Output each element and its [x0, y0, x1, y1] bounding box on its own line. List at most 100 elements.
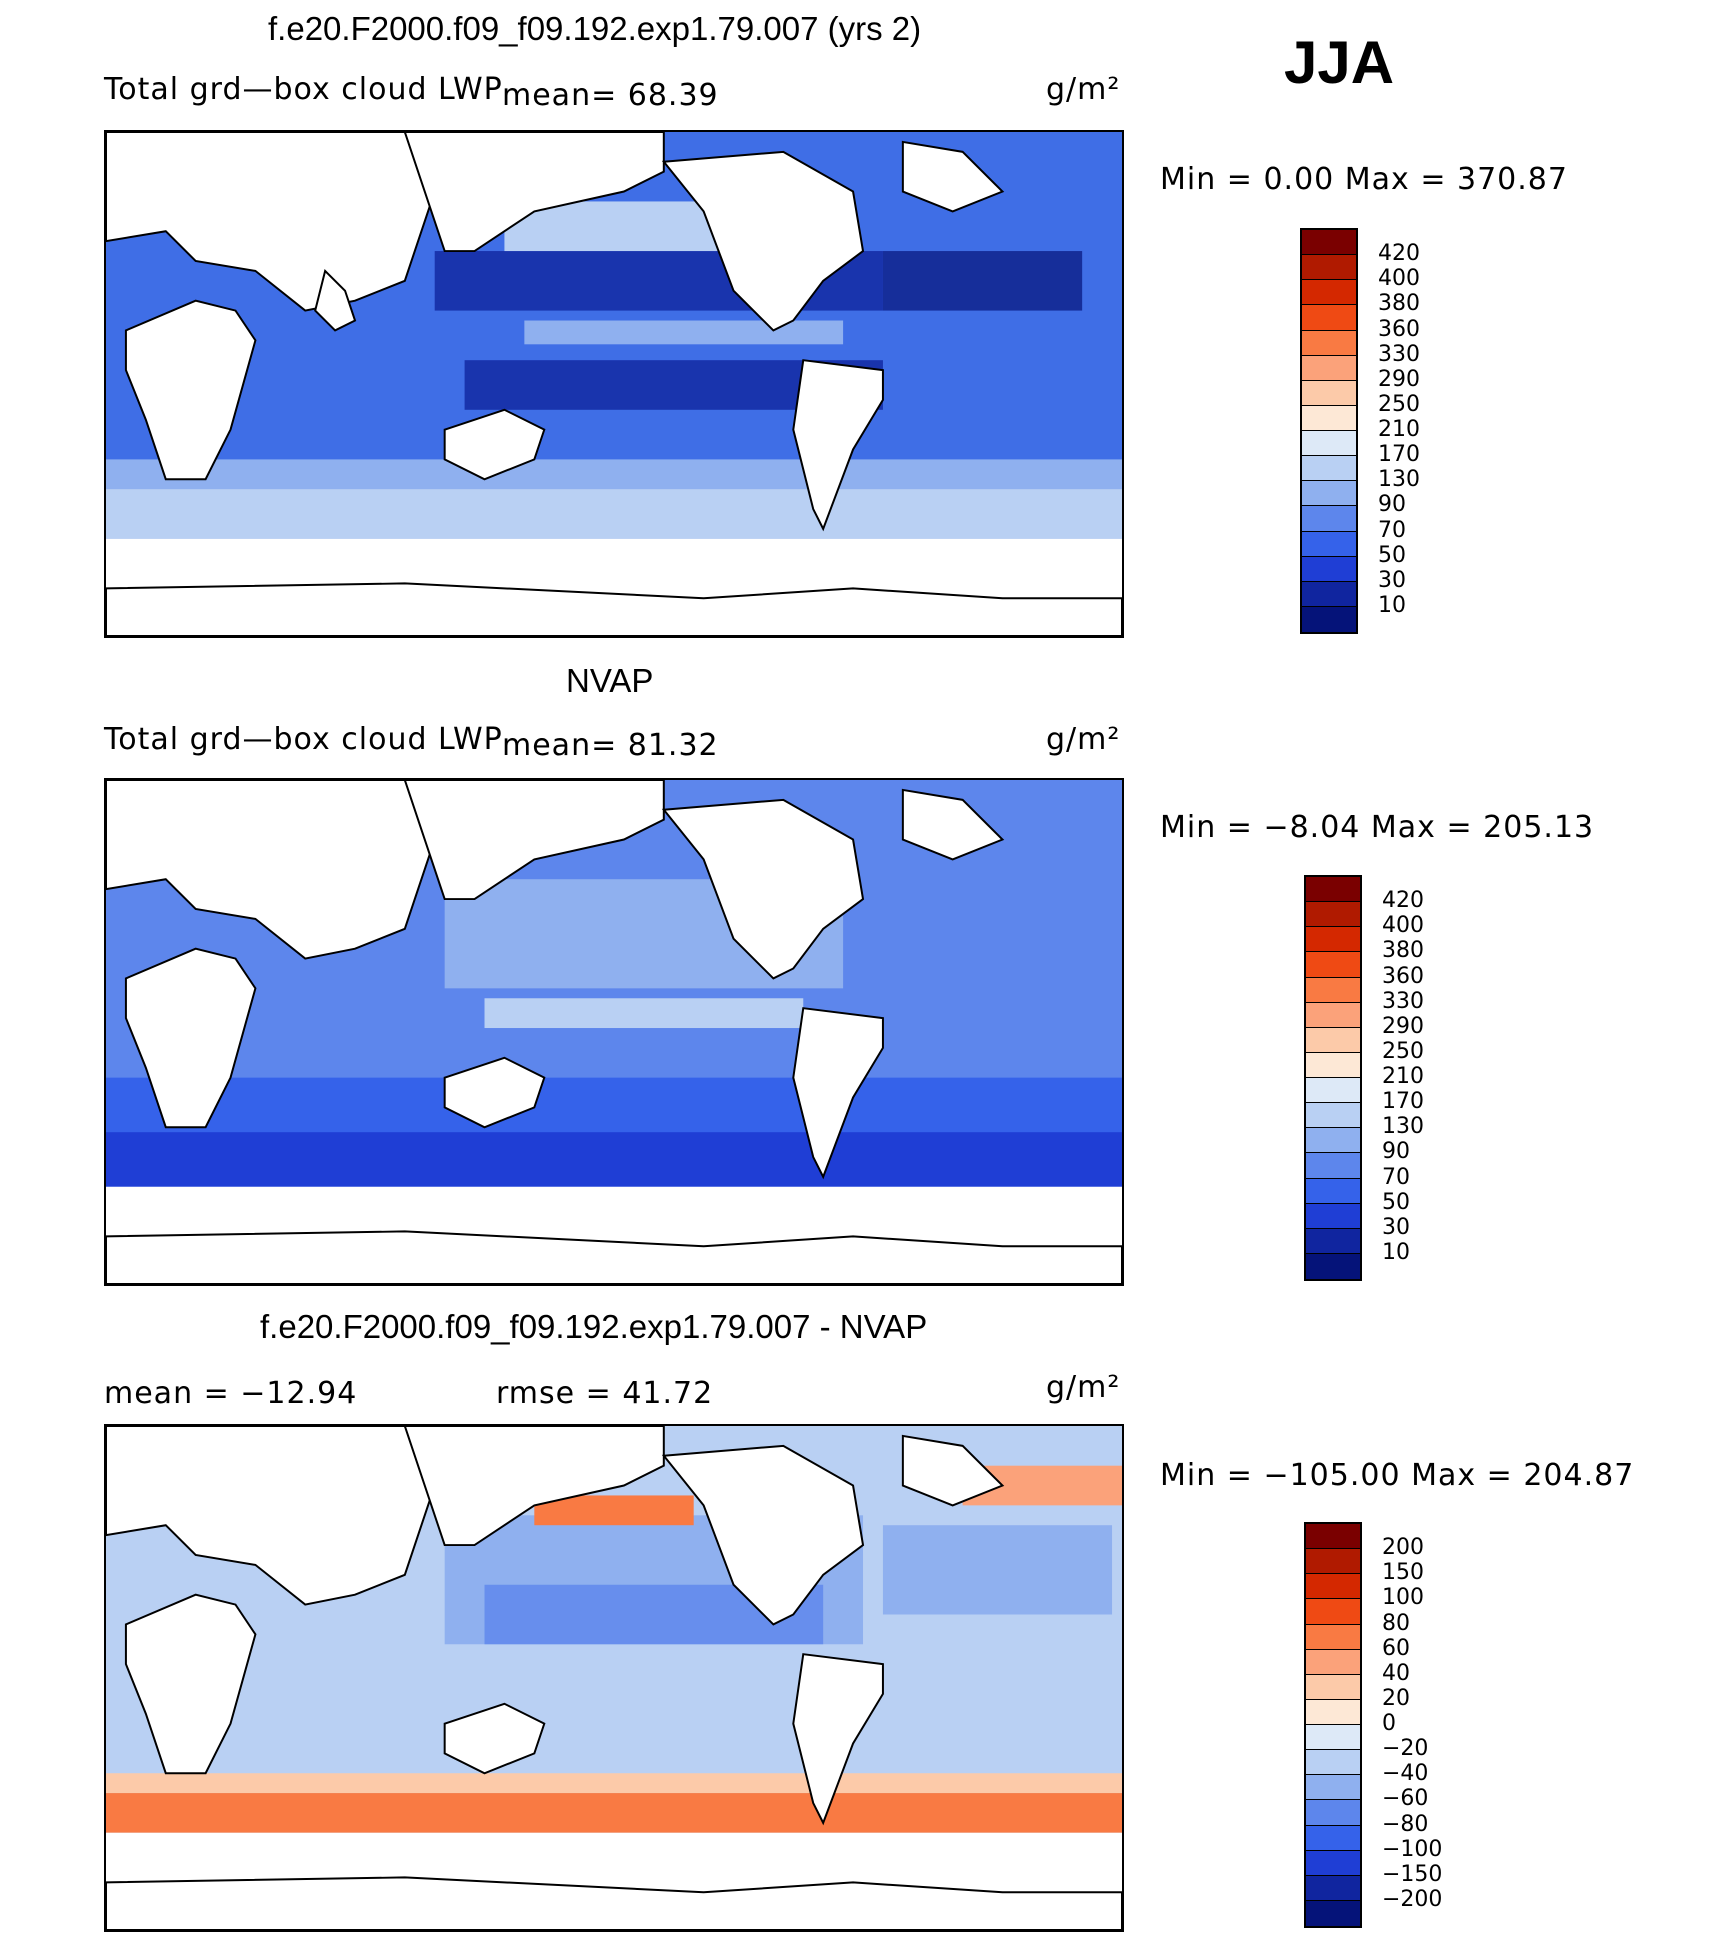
colorbar-swatch — [1302, 330, 1356, 356]
colorbar-label: 50 — [1378, 542, 1406, 568]
colorbar-label: 290 — [1382, 1013, 1424, 1039]
panel-3-map — [104, 1424, 1124, 1932]
colorbar-label: 130 — [1378, 467, 1420, 493]
panel-1-mean: mean= 68.39 — [502, 78, 719, 113]
colorbar-label: 130 — [1382, 1114, 1424, 1140]
colorbar-label: 380 — [1378, 291, 1420, 317]
colorbar-label: −80 — [1382, 1811, 1429, 1837]
colorbar-swatch — [1306, 1574, 1360, 1600]
colorbar-swatch — [1302, 456, 1356, 482]
panel-3-rmse: rmse = 41.72 — [496, 1376, 714, 1411]
colorbar-swatch — [1306, 1253, 1360, 1279]
colorbar-label: −60 — [1382, 1786, 1429, 1812]
colorbar-label: 10 — [1382, 1239, 1410, 1265]
colorbar-swatch — [1306, 1850, 1360, 1876]
colorbar-swatch — [1306, 1203, 1360, 1229]
colorbar-swatch — [1302, 481, 1356, 507]
panel-1-variable: Total grd—box cloud LWP — [104, 72, 503, 107]
colorbar-label: 80 — [1382, 1610, 1410, 1636]
colorbar-label: 330 — [1378, 341, 1420, 367]
colorbar-label: 100 — [1382, 1585, 1424, 1611]
panel-3-colorbar — [1304, 1522, 1362, 1928]
colorbar-swatch — [1306, 1078, 1360, 1104]
colorbar-label: 400 — [1378, 266, 1420, 292]
colorbar-swatch — [1306, 902, 1360, 928]
colorbar-swatch — [1302, 305, 1356, 331]
colorbar-swatch — [1306, 1674, 1360, 1700]
colorbar-label: 250 — [1382, 1038, 1424, 1064]
colorbar-label: −200 — [1382, 1886, 1443, 1912]
panel-2-minmax: Min = −8.04 Max = 205.13 — [1160, 810, 1595, 845]
colorbar-swatch — [1306, 1549, 1360, 1575]
colorbar-swatch — [1302, 355, 1356, 381]
panel-3-units: g/m² — [1046, 1370, 1121, 1405]
panel-1-title: f.e20.F2000.f09_f09.192.exp1.79.007 (yrs… — [268, 10, 922, 47]
colorbar-swatch — [1306, 1624, 1360, 1650]
colorbar-label: 30 — [1382, 1214, 1410, 1240]
colorbar-swatch — [1302, 531, 1356, 557]
colorbar-label: 400 — [1382, 913, 1424, 939]
panel-2-variable: Total grd—box cloud LWP — [104, 722, 503, 757]
colorbar-label: 210 — [1382, 1064, 1424, 1089]
colorbar-label: 70 — [1382, 1164, 1410, 1190]
colorbar-label: 360 — [1378, 316, 1420, 342]
colorbar-label: 20 — [1382, 1685, 1410, 1711]
colorbar-label: 60 — [1382, 1635, 1410, 1661]
season-label: JJA — [1284, 29, 1395, 96]
panel-2-title: NVAP — [566, 662, 654, 699]
colorbar-swatch — [1302, 280, 1356, 306]
panel-2-colorbar — [1304, 875, 1362, 1281]
panel-2-map-svg — [106, 780, 1122, 1284]
colorbar-swatch — [1302, 230, 1356, 256]
colorbar-swatch — [1302, 506, 1356, 532]
colorbar-swatch — [1302, 606, 1356, 632]
colorbar-label: 0 — [1382, 1711, 1396, 1736]
colorbar-label: 40 — [1382, 1660, 1410, 1686]
colorbar-label: 210 — [1378, 417, 1420, 442]
colorbar-label: −40 — [1382, 1761, 1429, 1787]
colorbar-swatch — [1306, 1524, 1360, 1550]
colorbar-label: 360 — [1382, 963, 1424, 989]
panel-1-map — [104, 130, 1124, 638]
colorbar-swatch — [1302, 405, 1356, 431]
colorbar-swatch — [1306, 1725, 1360, 1751]
colorbar-swatch — [1306, 977, 1360, 1003]
colorbar-swatch — [1302, 581, 1356, 607]
panel-1-map-svg — [106, 132, 1122, 636]
panel-1-minmax: Min = 0.00 Max = 370.87 — [1160, 162, 1568, 197]
colorbar-swatch — [1306, 1875, 1360, 1901]
colorbar-label: 10 — [1378, 592, 1406, 618]
colorbar-swatch — [1306, 927, 1360, 953]
colorbar-label: 200 — [1382, 1535, 1424, 1561]
colorbar-swatch — [1306, 1750, 1360, 1776]
colorbar-swatch — [1306, 1027, 1360, 1053]
colorbar-swatch — [1306, 1649, 1360, 1675]
panel-3-title: f.e20.F2000.f09_f09.192.exp1.79.007 - NV… — [260, 1308, 928, 1345]
colorbar-swatch — [1306, 1128, 1360, 1154]
colorbar-swatch — [1306, 1103, 1360, 1129]
panel-2-mean: mean= 81.32 — [502, 728, 719, 763]
colorbar-swatch — [1306, 1002, 1360, 1028]
colorbar-swatch — [1302, 431, 1356, 457]
colorbar-swatch — [1306, 1153, 1360, 1179]
colorbar-swatch — [1306, 1699, 1360, 1725]
panel-2-units: g/m² — [1046, 722, 1121, 757]
colorbar-swatch — [1306, 1052, 1360, 1078]
colorbar-label: −150 — [1382, 1861, 1443, 1887]
colorbar-label: 150 — [1382, 1560, 1424, 1586]
colorbar-label: 420 — [1378, 241, 1420, 267]
colorbar-swatch — [1306, 1825, 1360, 1851]
colorbar-swatch — [1302, 255, 1356, 281]
colorbar-label: −20 — [1382, 1736, 1429, 1762]
colorbar-label: 170 — [1378, 442, 1420, 468]
colorbar-label: 250 — [1378, 391, 1420, 417]
colorbar-swatch — [1302, 380, 1356, 406]
colorbar-swatch — [1306, 1599, 1360, 1625]
panel-3-mean: mean = −12.94 — [104, 1376, 358, 1411]
colorbar-swatch — [1306, 1775, 1360, 1801]
colorbar-swatch — [1306, 952, 1360, 978]
colorbar-swatch — [1302, 556, 1356, 582]
panel-3-minmax: Min = −105.00 Max = 204.87 — [1160, 1458, 1635, 1493]
colorbar-label: 30 — [1378, 567, 1406, 593]
colorbar-label: 380 — [1382, 938, 1424, 964]
